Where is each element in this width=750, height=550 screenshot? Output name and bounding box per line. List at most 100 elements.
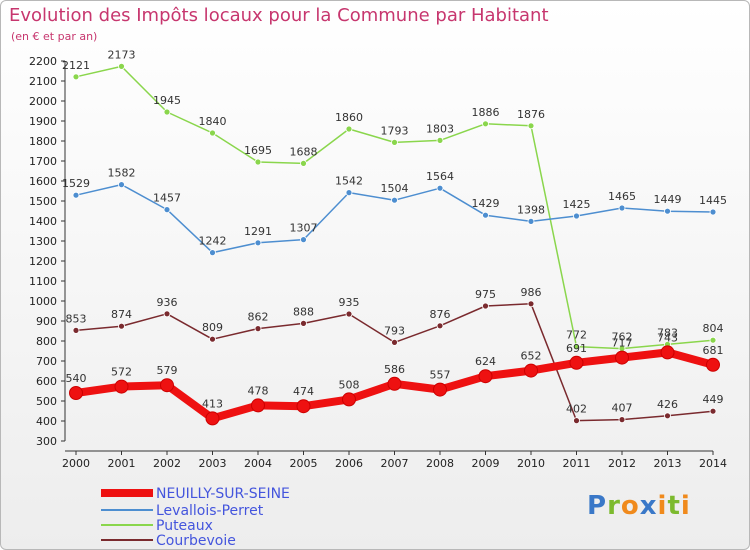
- data-point: [482, 211, 489, 219]
- x-tick-label: 2007: [381, 457, 409, 470]
- data-label: 793: [384, 324, 405, 337]
- data-point: [254, 239, 262, 247]
- data-point: [573, 343, 580, 351]
- data-point: [300, 236, 307, 244]
- data-label: 874: [111, 308, 132, 321]
- data-point: [345, 189, 353, 197]
- data-point: [300, 159, 307, 167]
- data-point: [163, 206, 171, 214]
- data-point: [478, 369, 493, 384]
- data-point: [118, 181, 125, 189]
- y-tick-label: 2100: [29, 75, 57, 88]
- data-label: 1529: [62, 177, 90, 190]
- data-label: 1425: [563, 198, 591, 211]
- x-tick-label: 2008: [426, 457, 454, 470]
- data-label: 762: [612, 331, 633, 344]
- data-label: 1429: [472, 197, 500, 210]
- data-point: [251, 398, 265, 413]
- data-label: 624: [475, 355, 496, 368]
- y-tick-label: 2200: [29, 55, 57, 68]
- data-point: [527, 217, 535, 225]
- data-point: [618, 204, 626, 212]
- data-label: 540: [66, 372, 87, 385]
- legend-label: NEUILLY-SUR-SEINE: [156, 486, 290, 502]
- data-point: [345, 310, 353, 318]
- data-point: [660, 345, 675, 360]
- data-label: 2173: [108, 48, 136, 61]
- data-point: [436, 184, 444, 192]
- data-point: [391, 338, 398, 346]
- data-label: 413: [202, 397, 223, 410]
- data-point: [664, 207, 671, 215]
- chart-subtitle: (en € et par an): [11, 30, 98, 43]
- data-point: [163, 310, 171, 318]
- data-label: 402: [566, 403, 587, 416]
- data-label: 1504: [381, 182, 409, 195]
- legend: NEUILLY-SUR-SEINELevallois-PerretPuteaux…: [101, 486, 290, 549]
- proxiti-logo: Proxiti: [587, 491, 691, 521]
- data-point: [569, 355, 584, 370]
- data-label: 809: [202, 321, 223, 334]
- y-tick-label: 900: [36, 315, 57, 328]
- data-label: 1876: [517, 108, 545, 121]
- x-tick-label: 2006: [335, 457, 363, 470]
- data-label: 478: [248, 384, 269, 397]
- data-label: 1688: [290, 145, 318, 158]
- data-label: 936: [157, 296, 178, 309]
- y-tick-label: 600: [36, 375, 57, 388]
- data-label: 652: [521, 350, 542, 363]
- data-point: [163, 108, 171, 116]
- x-tick-label: 2013: [654, 457, 682, 470]
- data-label: 975: [475, 288, 496, 301]
- x-tick-label: 2010: [517, 457, 545, 470]
- data-label: 579: [157, 364, 178, 377]
- data-label: 1793: [381, 124, 409, 137]
- logo-letter: x: [639, 491, 658, 521]
- data-label: 1242: [199, 235, 227, 248]
- x-tick-label: 2003: [199, 457, 227, 470]
- data-point: [527, 300, 535, 308]
- data-point: [345, 125, 353, 133]
- data-point: [615, 350, 629, 365]
- data-label: 1465: [608, 190, 636, 203]
- x-tick-label: 2005: [290, 457, 318, 470]
- logo-letter: i: [680, 491, 691, 521]
- data-label: 1457: [153, 192, 181, 205]
- data-point: [391, 196, 398, 204]
- data-point: [664, 412, 671, 420]
- data-point: [482, 120, 489, 128]
- data-label: 691: [566, 342, 587, 355]
- y-tick-label: 700: [36, 355, 57, 368]
- logo-letter: P: [587, 491, 608, 521]
- data-label: 862: [248, 311, 269, 324]
- data-label: 1291: [244, 225, 272, 238]
- data-label: 935: [339, 296, 360, 309]
- data-label: 853: [66, 312, 87, 325]
- data-label: 717: [612, 337, 633, 350]
- data-label: 1840: [199, 115, 227, 128]
- data-point: [524, 363, 538, 378]
- data-label: 426: [657, 398, 678, 411]
- logo-letter: r: [607, 491, 621, 521]
- y-tick-label: 1800: [29, 135, 57, 148]
- x-tick-label: 2014: [699, 457, 727, 470]
- data-label: 1695: [244, 144, 272, 157]
- data-point: [573, 212, 580, 220]
- y-tick-label: 1200: [29, 255, 57, 268]
- y-tick-label: 1500: [29, 195, 57, 208]
- data-label: 508: [339, 378, 360, 391]
- data-label: 772: [566, 329, 587, 342]
- data-point: [342, 392, 356, 407]
- y-tick-label: 2000: [29, 95, 57, 108]
- y-tick-label: 300: [36, 435, 57, 448]
- data-point: [118, 322, 125, 330]
- legend-label: Courbevoie: [156, 533, 236, 549]
- data-label: 743: [657, 331, 678, 344]
- series-layer: [69, 63, 720, 426]
- data-labels: 853 874 936 809 862 888 935 793 876 975 986 402 407 4…: [62, 48, 727, 415]
- legend-label: Levallois-Perret: [156, 503, 264, 519]
- x-tick-label: 2001: [108, 457, 136, 470]
- data-label: 1445: [699, 194, 727, 207]
- x-tick-label: 2000: [62, 457, 90, 470]
